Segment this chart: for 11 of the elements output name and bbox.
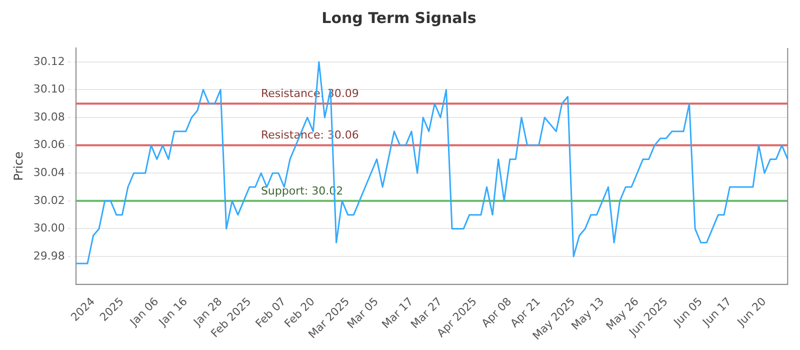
y-tick-label: 30.06 xyxy=(33,138,65,152)
y-tick-label: 30.02 xyxy=(33,194,65,207)
y-tick-label: 30.04 xyxy=(33,166,65,179)
y-tick-label: 30.08 xyxy=(33,110,65,124)
y-tick-label: 30.00 xyxy=(33,222,65,235)
x-tick-label: Jun 20 xyxy=(734,294,769,330)
y-tick-label: 30.12 xyxy=(33,54,65,68)
y-axis-title: Price xyxy=(11,152,26,181)
y-tick-label: 29.98 xyxy=(33,249,65,262)
chart-title: Long Term Signals xyxy=(322,8,476,27)
y-tick-label: 30.10 xyxy=(33,82,65,96)
